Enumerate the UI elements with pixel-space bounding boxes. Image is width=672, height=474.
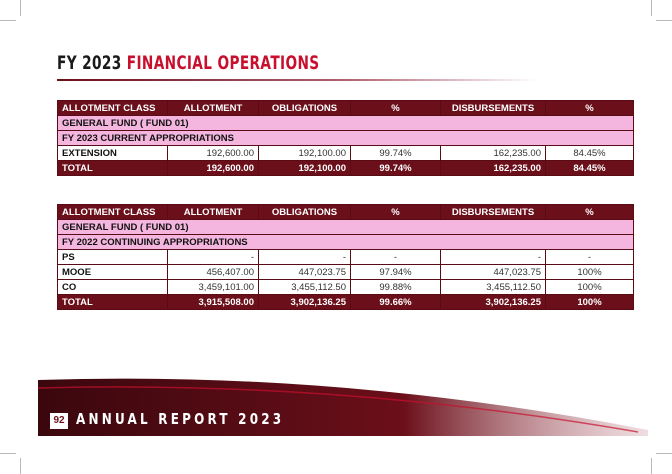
section-row: GENERAL FUND ( FUND 01): [57, 115, 634, 131]
data-cell: PS: [57, 249, 168, 265]
data-cell: 447,023.75: [258, 264, 351, 280]
data-row: MOOE 456,407.00 447,023.75 97.94% 447,023.75…: [57, 264, 634, 280]
crop-mark: [0, 20, 16, 21]
crop-mark: [656, 453, 672, 454]
total-cell: 192,600.00: [167, 160, 259, 176]
data-cell: -: [167, 249, 259, 265]
header-cell: %: [350, 100, 441, 116]
data-cell: 456,407.00: [167, 264, 259, 280]
total-cell: 84.45%: [545, 160, 634, 176]
total-cell: 192,100.00: [258, 160, 351, 176]
crop-mark: [0, 453, 16, 454]
total-cell: 162,235.00: [440, 160, 546, 176]
data-cell: 3,455,112.50: [440, 279, 546, 295]
total-cell: TOTAL: [57, 160, 168, 176]
table-body: ALLOTMENT CLASS ALLOTMENT OBLIGATIONS% DISB…: [57, 100, 634, 176]
page-title: FY 2023 FINANCIAL OPERATIONS: [57, 52, 319, 74]
section-cell: FY 2023 CURRENT APPROPRIATIONS: [57, 130, 634, 146]
section-row: GENERAL FUND ( FUND 01): [57, 219, 634, 235]
header-cell: DISBURSEMENTS: [440, 204, 546, 220]
data-cell: MOOE: [57, 264, 168, 280]
data-cell: -: [545, 249, 634, 265]
data-row: CO 3,459,101.00 3,455,112.50 99.88% 3,455,11…: [57, 279, 634, 295]
data-cell: 3,459,101.00: [167, 279, 259, 295]
header-cell: ALLOTMENT CLASS: [57, 204, 168, 220]
title-rule: [57, 79, 537, 81]
title-prefix: FY 2023: [57, 52, 122, 74]
data-cell: EXTENSION: [57, 145, 168, 161]
section-row: FY 2023 CURRENT APPROPRIATIONS: [57, 130, 634, 146]
data-cell: 3,455,112.50: [258, 279, 351, 295]
header-cell: ALLOTMENT: [167, 100, 259, 116]
crop-mark: [20, 0, 21, 16]
data-cell: 192,600.00: [167, 145, 259, 161]
data-row: EXTENSION 192,600.00 192,100.00 99.74% 162,2…: [57, 145, 634, 161]
crop-mark: [656, 20, 672, 21]
header-cell: OBLIGATIONS: [258, 100, 351, 116]
header-cell: ALLOTMENT CLASS: [57, 100, 168, 116]
data-cell: 84.45%: [545, 145, 634, 161]
total-cell: TOTAL: [57, 294, 168, 310]
title-highlight: FINANCIAL OPERATIONS: [126, 52, 320, 74]
total-cell: 3,902,136.25: [258, 294, 351, 310]
data-cell: 97.94%: [350, 264, 441, 280]
footer-text: ANNUAL REPORT 2023: [76, 410, 285, 428]
header-cell: DISBURSEMENTS: [440, 100, 546, 116]
header-cell: OBLIGATIONS: [258, 204, 351, 220]
header-row: ALLOTMENT CLASS ALLOTMENT OBLIGATIONS% DISB…: [57, 204, 634, 220]
data-cell: 192,100.00: [258, 145, 351, 161]
total-cell: 99.66%: [350, 294, 441, 310]
crop-mark: [20, 458, 21, 474]
data-cell: -: [258, 249, 351, 265]
data-cell: -: [440, 249, 546, 265]
header-cell: %: [545, 204, 634, 220]
page-number: 92: [50, 413, 68, 429]
financial-table: ALLOTMENT CLASS ALLOTMENT OBLIGATIONS% DISB…: [57, 100, 634, 176]
total-cell: 100%: [545, 294, 634, 310]
total-cell: 3,915,508.00: [167, 294, 259, 310]
header-cell: %: [545, 100, 634, 116]
section-cell: FY 2022 CONTINUING APPROPRIATIONS: [57, 234, 634, 250]
data-row: PS - - - - -: [57, 249, 634, 265]
header-cell: ALLOTMENT: [167, 204, 259, 220]
crop-mark: [651, 0, 652, 16]
data-cell: 162,235.00: [440, 145, 546, 161]
table-body: ALLOTMENT CLASS ALLOTMENT OBLIGATIONS% DISB…: [57, 204, 634, 310]
header-cell: %: [350, 204, 441, 220]
section-row: FY 2022 CONTINUING APPROPRIATIONS: [57, 234, 634, 250]
section-cell: GENERAL FUND ( FUND 01): [57, 115, 634, 131]
data-cell: 100%: [545, 279, 634, 295]
data-cell: 99.88%: [350, 279, 441, 295]
section-cell: GENERAL FUND ( FUND 01): [57, 219, 634, 235]
data-cell: -: [350, 249, 441, 265]
financial-table: ALLOTMENT CLASS ALLOTMENT OBLIGATIONS% DISB…: [57, 204, 634, 310]
footer-band: [38, 378, 648, 436]
data-cell: 99.74%: [350, 145, 441, 161]
crop-mark: [651, 458, 652, 474]
data-cell: 100%: [545, 264, 634, 280]
header-row: ALLOTMENT CLASS ALLOTMENT OBLIGATIONS% DISB…: [57, 100, 634, 116]
data-cell: CO: [57, 279, 168, 295]
total-cell: 3,902,136.25: [440, 294, 546, 310]
total-cell: 99.74%: [350, 160, 441, 176]
total-row: TOTAL 3,915,508.00 3,902,136.25 99.66% 3,902…: [57, 294, 634, 310]
total-row: TOTAL 192,600.00 192,100.00 99.74% 162,235.0…: [57, 160, 634, 176]
data-cell: 447,023.75: [440, 264, 546, 280]
